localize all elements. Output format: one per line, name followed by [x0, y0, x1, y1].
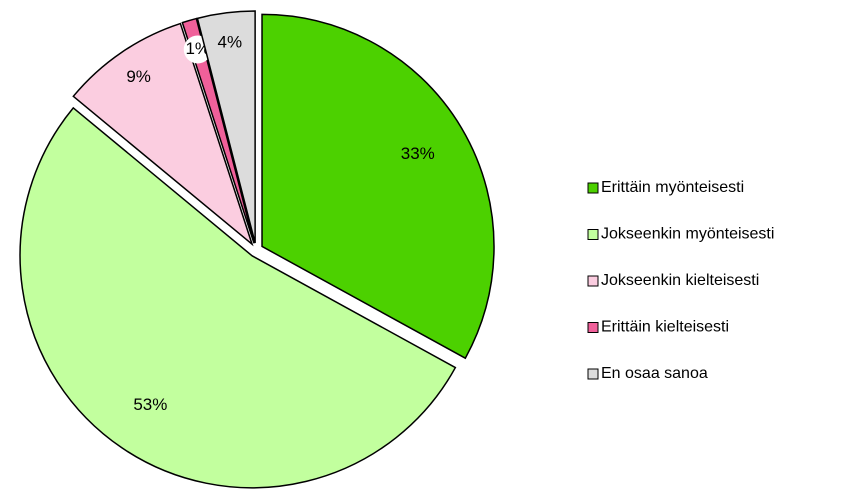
pie-slice: [72, 22, 254, 247]
pie-slice: [196, 10, 256, 244]
data-label: 9%: [126, 67, 151, 86]
legend-label: Erittäin myönteisesti: [601, 179, 744, 196]
legend-label: Jokseenkin kielteisesti: [601, 272, 759, 289]
data-label: 33%: [401, 144, 435, 163]
legend-label: Jokseenkin myönteisesti: [601, 226, 774, 243]
legend-swatch: [587, 368, 599, 380]
data-label: 53%: [133, 395, 167, 414]
data-label: 4%: [218, 32, 243, 51]
pie-slice: [181, 17, 255, 244]
legend-swatch: [587, 182, 599, 194]
pie-slice: [19, 106, 457, 489]
pie-slice: [261, 13, 495, 360]
legend-swatch: [587, 275, 599, 287]
legend-swatch: [587, 322, 599, 333]
legend-swatch: [587, 229, 599, 240]
legend-label: En osaa sanoa: [601, 365, 708, 382]
legend-label: Erittäin kielteisesti: [601, 319, 729, 336]
